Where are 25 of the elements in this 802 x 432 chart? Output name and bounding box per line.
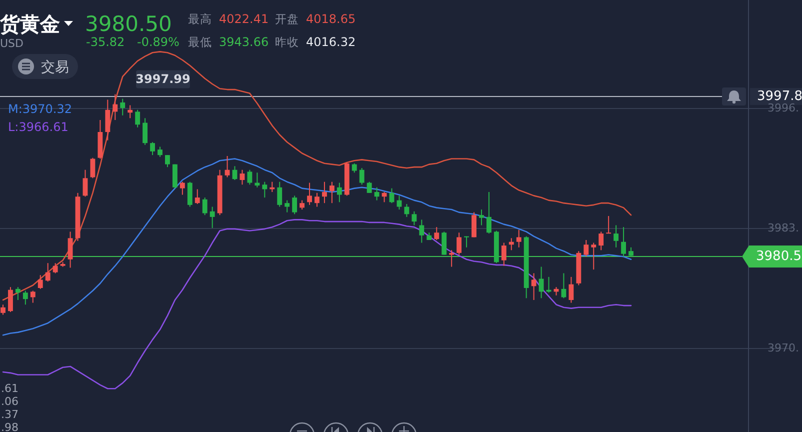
annotation: 最低 (188, 35, 212, 49)
y-tick-label: 3970. (768, 342, 799, 354)
annotation: 昨收 (275, 35, 299, 49)
annotation: 4016.32 (306, 35, 356, 49)
annotation: -0.89% (137, 35, 180, 49)
text: USD (0, 37, 24, 50)
y-tick-label: 3983. (768, 222, 799, 234)
y-tick-label: 3980.5 (756, 249, 802, 264)
annotation: 3980.50 (85, 12, 172, 36)
annotation: 交易 (41, 60, 69, 76)
text: 货黄金 (0, 12, 60, 36)
annotation: 开盘 (275, 12, 299, 26)
annotation: .37 (1, 408, 18, 421)
annotation: 最高 (188, 12, 212, 26)
y-tick-label: 3997.8 (757, 89, 802, 104)
annotation: .61 (1, 382, 18, 395)
annotation: 4018.65 (306, 12, 356, 26)
annotation: -35.82 (86, 35, 125, 49)
y-tick-label: 3996. (768, 102, 799, 114)
annotation: 3943.66 (219, 35, 269, 49)
legend: M:3970.32 L:3966.61 (8, 102, 72, 134)
annotation: .98 (1, 421, 18, 432)
annotation: 3997.99 (136, 72, 190, 86)
annotation: 4022.41 (219, 12, 269, 26)
annotation: .06 (1, 395, 18, 408)
